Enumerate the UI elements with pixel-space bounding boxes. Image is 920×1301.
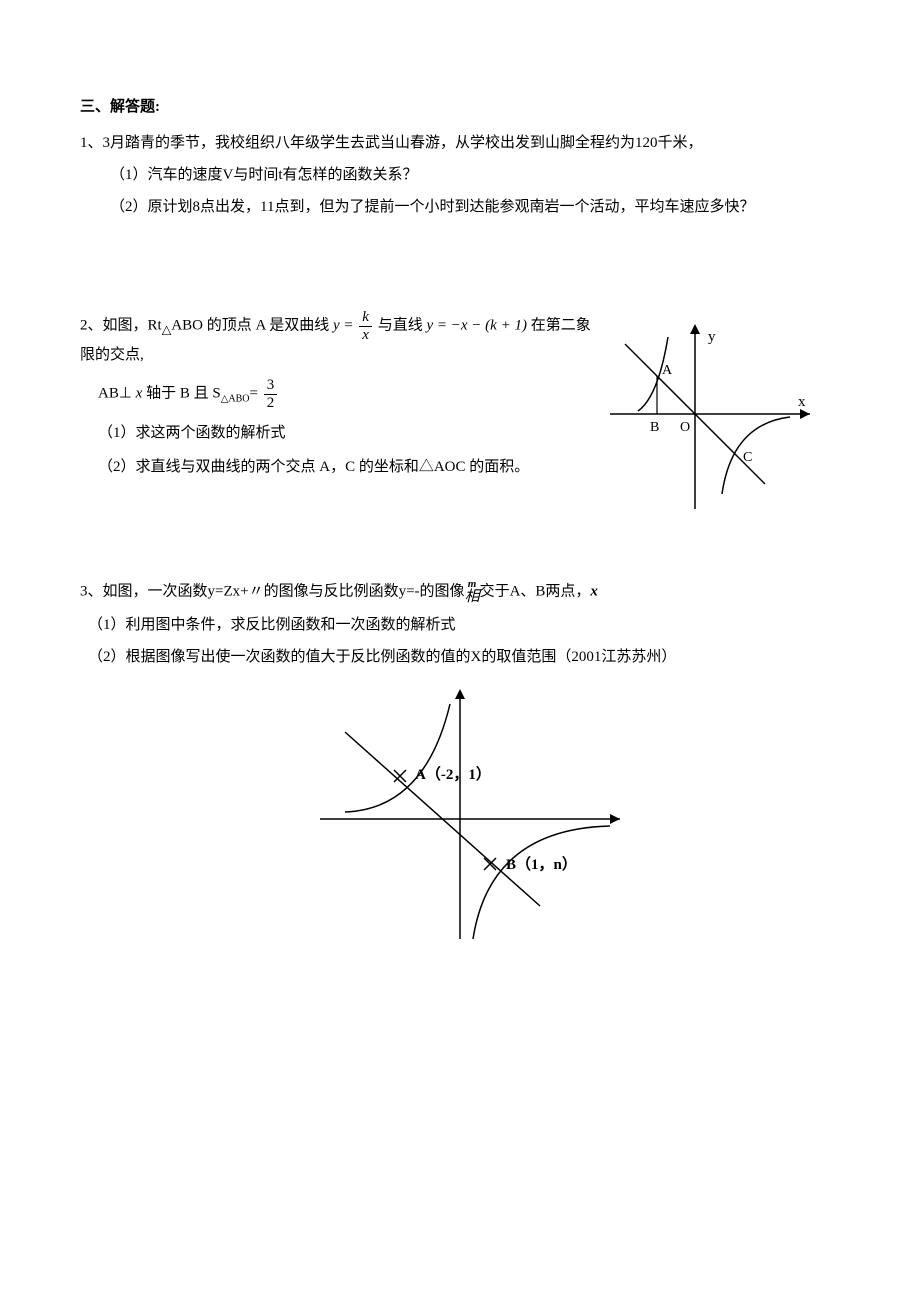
label-a: A (662, 363, 673, 378)
hyperbola-q2-3 (345, 704, 450, 812)
section-title: 三、解答题: (80, 95, 840, 119)
problem2-frac1: kx (359, 309, 372, 343)
problem1-q1-text: 汽车的速度V与时间t有怎样的函数关系？ (148, 167, 418, 183)
problem3-m-bottom: 相 (465, 589, 480, 605)
problem2-l2-sub: △ABO (221, 393, 250, 404)
problem1-q2: （2）原计划8点出发，11点到，但为了提前一个小时到达能参观南岩一个活动，平均车… (80, 195, 840, 219)
label-o: O (680, 420, 690, 435)
problem1-intro: 1、3月踏青的季节，我校组织八年级学生去武当山春游，从学校出发到山脚全程约为12… (80, 131, 840, 155)
label-c: C (743, 450, 752, 465)
problem-3: 3、如图，一次函数y=Zx+〃的图像与反比例函数y=-的图像m相交于A、B两点，… (80, 579, 840, 944)
x-arrow (800, 409, 810, 419)
problem2-frac1-den: x (359, 327, 372, 344)
problem2-l2-p2: 轴于 B 且 S (142, 385, 220, 401)
problem2-intro: 2、如图，Rt△ABO 的顶点 A 是双曲线 y = kx 与直线 y = −x… (80, 309, 600, 367)
label-b-3: B（1，n） (506, 855, 577, 873)
problem3-intro-p2: 交于A、B两点， (480, 583, 591, 599)
problem3-q2-text: 根据图像写出使一次函数的值大于反比例函数的值的X的取值范围（2001江苏苏州） (126, 649, 677, 665)
label-y: y (708, 329, 716, 345)
problem3-q1-text: 利用图中条件，求反比例函数和一次函数的解析式 (126, 617, 456, 633)
hyperbola-q4 (722, 417, 790, 494)
y-arrow (690, 324, 700, 334)
problem3-q2-prefix: （2） (88, 649, 126, 665)
x-arrow-3 (610, 814, 620, 824)
hyperbola-q4-3 (473, 826, 610, 939)
problem3-intro: 3、如图，一次函数y=Zx+〃的图像与反比例函数y=-的图像m相交于A、B两点，… (80, 579, 840, 605)
problem2-prefix: 2、 (80, 317, 103, 333)
problem3-q1-prefix: （1） (88, 617, 126, 633)
problem-1: 1、3月踏青的季节，我校组织八年级学生去武当山春游，从学校出发到山脚全程约为12… (80, 131, 840, 219)
problem-2: 2、如图，Rt△ABO 的顶点 A 是双曲线 y = kx 与直线 y = −x… (80, 309, 840, 479)
problem2-line2: AB⊥ x 轴于 B 且 S△ABO= 32 (80, 377, 600, 411)
problem2-frac2-num: 3 (264, 377, 278, 395)
problem3-xlabel: x (590, 583, 598, 599)
problem1-prefix: 1、 (80, 135, 103, 151)
problem2-q2-prefix: （2） (98, 459, 136, 475)
label-b: B (650, 420, 659, 435)
point-b-marker (484, 858, 496, 870)
problem2-q2-text: 求直线与双曲线的两个交点 A，C 的坐标和△AOC 的面积。 (136, 459, 530, 475)
problem2-q1-prefix: （1） (98, 425, 136, 441)
problem2-intro-p2: ABO 的顶点 A 是双曲线 (171, 317, 333, 333)
problem1-q1-prefix: （1） (110, 167, 148, 183)
problem1-intro-text: 3月踏青的季节，我校组织八年级学生去武当山春游，从学校出发到山脚全程约为120千… (103, 135, 703, 151)
problem3-q1: （1）利用图中条件，求反比例函数和一次函数的解析式 (80, 613, 840, 637)
problem3-figure: A（-2，1） B（1，n） (290, 684, 630, 944)
problem2-q1-text: 求这两个函数的解析式 (136, 425, 286, 441)
problem3-q2: （2）根据图像写出使一次函数的值大于反比例函数的值的X的取值范围（2001江苏苏… (80, 645, 840, 669)
problem1-q2-prefix: （2） (110, 199, 148, 215)
problem2-intro-p1: 如图，Rt (103, 317, 162, 333)
problem2-intro-p3: 与直线 (374, 317, 427, 333)
problem2-frac2-den: 2 (264, 395, 278, 412)
problem2-frac1-num: k (359, 309, 372, 327)
problem2-l2-eq: = (250, 385, 262, 401)
problem3-prefix: 3、 (80, 583, 103, 599)
problem2-q1: （1）求这两个函数的解析式 (80, 421, 600, 445)
y-arrow-3 (455, 689, 465, 699)
problem1-q1: （1）汽车的速度V与时间t有怎样的函数关系？ (80, 163, 840, 187)
label-a-3: A（-2，1） (415, 765, 491, 783)
problem2-eq2: y = −x − (k + 1) (426, 317, 526, 333)
problem3-intro-p1: 如图，一次函数y=Zx+〃的图像与反比例函数y=-的图像 (103, 583, 465, 599)
problem2-l2-p1: AB⊥ (98, 385, 136, 401)
problem1-q2-text: 原计划8点出发，11点到，但为了提前一个小时到达能参观南岩一个活动，平均车速应多… (148, 199, 755, 215)
problem2-tri: △ (162, 322, 172, 336)
problem2-q2: （2）求直线与双曲线的两个交点 A，C 的坐标和△AOC 的面积。 (80, 455, 600, 479)
problem2-frac2: 32 (264, 377, 278, 411)
problem2-eq1-lhs: y = (333, 317, 357, 333)
label-x: x (798, 394, 806, 410)
problem3-m: m相 (465, 579, 480, 605)
problem2-figure: y x A B O C (600, 319, 820, 519)
